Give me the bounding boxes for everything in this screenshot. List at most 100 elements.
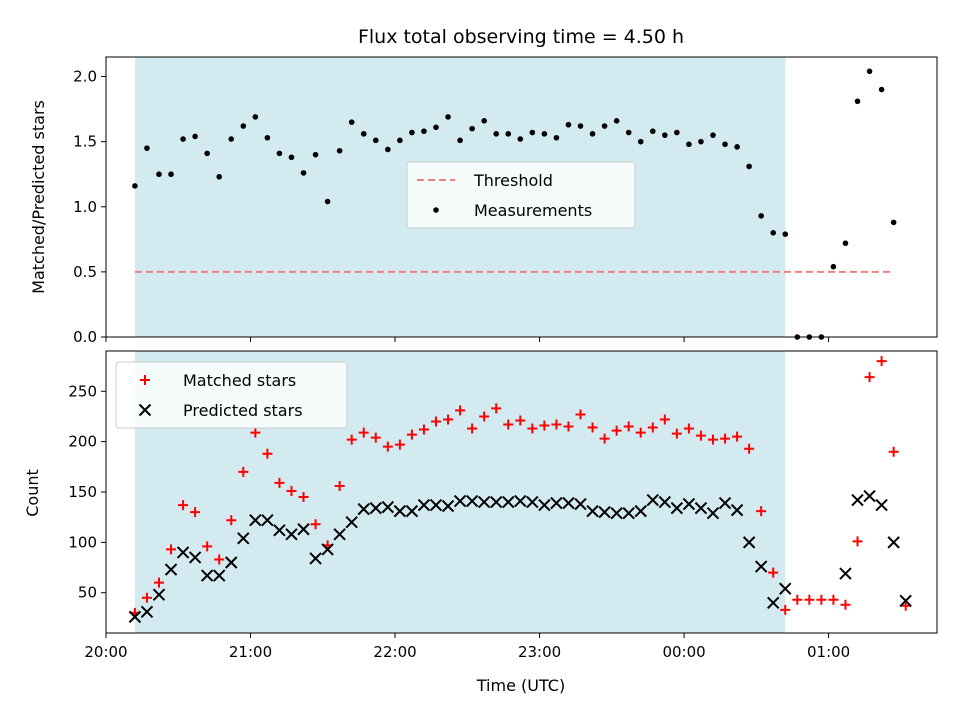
predicted-stars-point (261, 513, 274, 527)
predicted-stars-point (188, 551, 202, 564)
measurement-point (878, 86, 885, 93)
legend-entry-matched: Matched stars (183, 371, 296, 390)
legend-predicted-swatch (138, 403, 152, 417)
matched-stars-point (888, 446, 899, 457)
matched-stars-point (623, 421, 634, 432)
matched-stars-point (370, 432, 381, 443)
y-tick-label: 0.0 (73, 328, 97, 346)
predicted-stars-point (333, 528, 346, 541)
measurement-point (758, 213, 764, 219)
matched-stars-point (334, 480, 345, 491)
predicted-stars-point (742, 536, 756, 549)
predicted-stars-point (176, 546, 190, 559)
matched-stars-point (382, 441, 393, 452)
predicted-stars-point (321, 543, 334, 556)
matched-stars-point (671, 428, 682, 439)
measurement-point (529, 129, 536, 136)
x-tick-label: 00:00 (662, 643, 705, 661)
predicted-stars-point (779, 582, 792, 595)
legend: Matched stars Predicted stars (115, 361, 348, 429)
measurement-point (324, 198, 331, 205)
matched-stars-point (491, 403, 502, 414)
predicted-stars-point (562, 496, 575, 510)
matched-stars-point (262, 448, 273, 459)
matched-stars-point (780, 604, 791, 615)
matched-stars-point (599, 433, 610, 444)
measurement-point (637, 138, 644, 145)
matched-stars-point (430, 416, 441, 427)
matched-stars-point (394, 439, 405, 450)
measurement-point (674, 129, 680, 136)
predicted-stars-point (682, 497, 696, 511)
y-tick-label: 100 (68, 533, 97, 551)
predicted-stars-point (851, 493, 864, 507)
legend: Threshold Measurements (406, 161, 636, 229)
matched-stars-point (876, 356, 887, 367)
measurement-point (589, 131, 596, 137)
matched-stars-point (406, 429, 417, 440)
measurement-point (854, 98, 861, 105)
measurement-point (734, 144, 740, 150)
measurement-point (204, 150, 210, 157)
measurement-point (505, 131, 512, 137)
legend-matched-swatch (140, 375, 150, 385)
y-tick-label: 250 (68, 382, 97, 400)
plot-frame (105, 56, 938, 338)
x-tick-label: 20:00 (84, 643, 127, 661)
predicted-stars-point (646, 493, 659, 507)
matched-stars-point (756, 506, 767, 517)
measurement-point (830, 263, 837, 270)
measurement-point (493, 131, 500, 137)
measurement-point (132, 183, 138, 189)
predicted-stars-point (273, 524, 286, 537)
x-tick-label: 21:00 (229, 643, 272, 661)
predicted-stars-point (381, 500, 395, 514)
matched-stars-point (683, 423, 694, 434)
matched-stars-point (503, 419, 514, 430)
measurement-point (686, 141, 692, 148)
matched-stars-point (443, 414, 454, 425)
matched-stars-point (828, 594, 839, 605)
matched-stars-point (286, 485, 297, 496)
matched-stars-point (575, 409, 586, 420)
measurement-point (469, 125, 475, 132)
predicted-stars-point (538, 498, 551, 512)
predicted-stars-point (767, 596, 780, 609)
matched-stars-point (900, 600, 911, 611)
predicted-stars-point (285, 528, 298, 541)
x-tick-label: 22:00 (373, 643, 416, 661)
predicted-stars-point (490, 495, 503, 509)
measurement-point (372, 137, 379, 144)
predicted-stars-point (405, 504, 419, 518)
measurement-point (517, 136, 524, 142)
predicted-stars-point (237, 532, 250, 545)
matched-stars-point (587, 422, 598, 433)
matched-stars-point (732, 431, 743, 442)
matched-stars-point (166, 544, 177, 555)
predicted-stars-point (417, 498, 431, 512)
measurement-point (397, 137, 403, 144)
matched-stars-point (479, 411, 490, 422)
y-tick-label: 200 (68, 433, 97, 451)
matched-stars-point (202, 541, 213, 552)
matched-stars-point (527, 423, 538, 434)
predicted-stars-point (309, 552, 322, 565)
predicted-stars-point (164, 563, 178, 576)
measurement-point (348, 119, 355, 125)
predicted-stars-point (574, 497, 587, 511)
measurement-point (541, 131, 548, 137)
top-panel: 0.0 0.5 1.0 1.5 2.0 Threshold Measurements (73, 56, 938, 346)
predicted-stars-point (345, 516, 358, 529)
measurement-point (156, 171, 162, 178)
predicted-stars-point (297, 523, 310, 536)
predicted-stars-point (598, 505, 611, 519)
measurement-point (722, 141, 728, 148)
measurement-point (216, 174, 223, 180)
predicted-stars-point (465, 494, 479, 508)
matched-stars-point (250, 427, 261, 438)
matched-stars-point (563, 421, 574, 432)
predicted-stars-point (670, 501, 684, 515)
y-tick-label: 0.5 (73, 263, 97, 281)
measurement-point (601, 123, 608, 129)
